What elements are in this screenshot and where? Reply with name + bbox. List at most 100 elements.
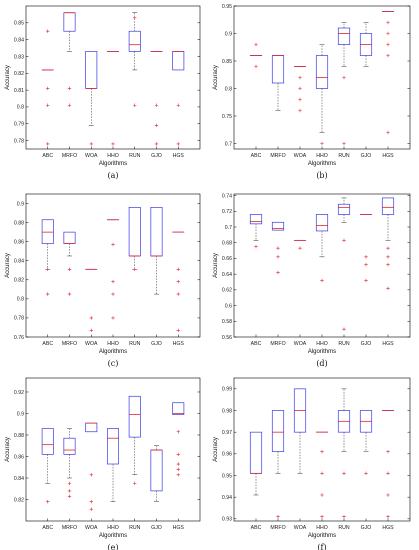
y-tick-label: 0.74 — [222, 193, 232, 199]
y-tick-label: 0.88 — [14, 220, 24, 226]
x-tick-label: MRFO — [270, 153, 285, 159]
chart-panel-2: 0.7 0.75 0.8 0.85 0.9 0.95 ABC MRFO WOA HHO RUN GJO… — [213, 4, 411, 180]
x-tick-label: GJO — [151, 153, 162, 159]
outlier-point — [364, 471, 368, 476]
box-mrfo — [63, 231, 76, 296]
box-abc — [249, 431, 263, 496]
box-run — [128, 395, 141, 486]
panel-label: (d) — [316, 359, 327, 368]
y-tick-label: 0.88 — [14, 433, 24, 439]
box-run — [128, 206, 141, 272]
outlier-point — [386, 31, 390, 36]
iqr-box — [128, 206, 141, 257]
y-tick-label: 0.8 — [225, 86, 232, 92]
x-axis-label: Algorithms — [308, 161, 336, 167]
x-tick-label: ABC — [42, 525, 53, 531]
outlier-point — [46, 292, 50, 296]
box-hho — [106, 51, 120, 146]
x-tick-label: HGS — [173, 153, 185, 159]
box-gjo — [359, 410, 373, 476]
box-woa — [293, 239, 307, 250]
x-tick-label: WOA — [85, 341, 98, 347]
outlier-point — [364, 278, 368, 283]
outlier-point — [364, 263, 368, 267]
box-hgs — [381, 11, 395, 135]
y-tick-label: 0.84 — [14, 259, 24, 265]
box-abc — [41, 219, 54, 296]
box-hho — [315, 431, 329, 519]
x-tick-label: RUN — [338, 341, 349, 347]
outlier-point — [276, 255, 280, 259]
y-tick-label: 0.9 — [225, 31, 232, 37]
iqr-box — [249, 431, 263, 474]
box-mrfo — [63, 428, 76, 498]
outlier-point — [154, 103, 159, 107]
outlier-point — [298, 86, 302, 91]
outlier-point — [154, 142, 159, 146]
x-tick-label: WOA — [294, 153, 307, 159]
x-axis-label: Algorithms — [99, 349, 127, 355]
outlier-point — [67, 267, 72, 272]
iqr-box — [41, 428, 54, 455]
x-tick-label: HHO — [316, 341, 328, 347]
plot-frame — [25, 377, 201, 522]
outlier-point — [89, 499, 93, 504]
x-tick-label: RUN — [338, 525, 349, 531]
y-tick-label: 0.82 — [14, 71, 24, 77]
y-tick-label: 0.78 — [14, 316, 24, 322]
box-hho — [106, 219, 120, 320]
x-axis-label: Algorithms — [308, 349, 336, 355]
x-tick-label: ABC — [42, 153, 53, 159]
iqr-box — [172, 402, 185, 415]
outlier-point — [133, 481, 137, 486]
x-tick-label: WOA — [85, 153, 98, 159]
chart-panel-6: 0.93 0.94 0.95 0.96 0.97 0.98 0.99 ABC MRFO WOA HH… — [213, 377, 411, 550]
x-tick-label: RUN — [338, 153, 349, 159]
box-woa — [85, 51, 98, 146]
iqr-box — [315, 214, 329, 232]
y-axis-label: Accuracy — [213, 65, 219, 90]
outlier-point — [67, 489, 72, 493]
iqr-box — [128, 30, 141, 52]
x-tick-label: GJO — [361, 153, 372, 159]
outlier-point — [111, 280, 115, 284]
outlier-point — [67, 292, 72, 296]
y-tick-label: 0.78 — [14, 138, 24, 144]
box-mrfo — [271, 221, 285, 275]
iqr-box — [381, 197, 395, 215]
y-tick-label: 0.8 — [17, 297, 24, 303]
y-tick-label: 0.7 — [225, 141, 232, 147]
outlier-point — [46, 86, 50, 91]
iqr-box — [63, 231, 76, 244]
y-tick-label: 0.95 — [222, 4, 232, 10]
x-tick-label: RUN — [129, 153, 140, 159]
outlier-point — [46, 103, 50, 107]
iqr-box — [337, 27, 351, 45]
box-run — [337, 197, 351, 331]
outlier-point — [320, 514, 324, 519]
box-woa — [293, 388, 307, 474]
outlier-point — [176, 142, 180, 146]
iqr-box — [63, 437, 76, 455]
outlier-point — [176, 280, 180, 284]
y-tick-label: 0.66 — [222, 256, 232, 262]
y-tick-label: 0.64 — [222, 272, 232, 278]
box-abc — [249, 42, 263, 69]
outlier-point — [254, 42, 258, 47]
y-tick-label: 0.94 — [222, 495, 232, 501]
y-tick-label: 0.81 — [14, 88, 24, 94]
outlier-point — [386, 263, 390, 267]
plot-frame — [25, 5, 201, 150]
box-hgs — [172, 51, 185, 146]
y-tick-label: 0.86 — [14, 454, 24, 460]
outlier-point — [46, 29, 50, 33]
box-gjo — [150, 206, 163, 295]
y-axis-label: Accuracy — [5, 437, 11, 462]
x-tick-label: GJO — [361, 525, 372, 531]
iqr-box — [128, 395, 141, 438]
outlier-point — [386, 514, 390, 519]
outlier-point — [176, 452, 180, 457]
outlier-point — [386, 449, 390, 454]
x-tick-label: WOA — [294, 341, 307, 347]
x-tick-label: HGS — [382, 153, 394, 159]
